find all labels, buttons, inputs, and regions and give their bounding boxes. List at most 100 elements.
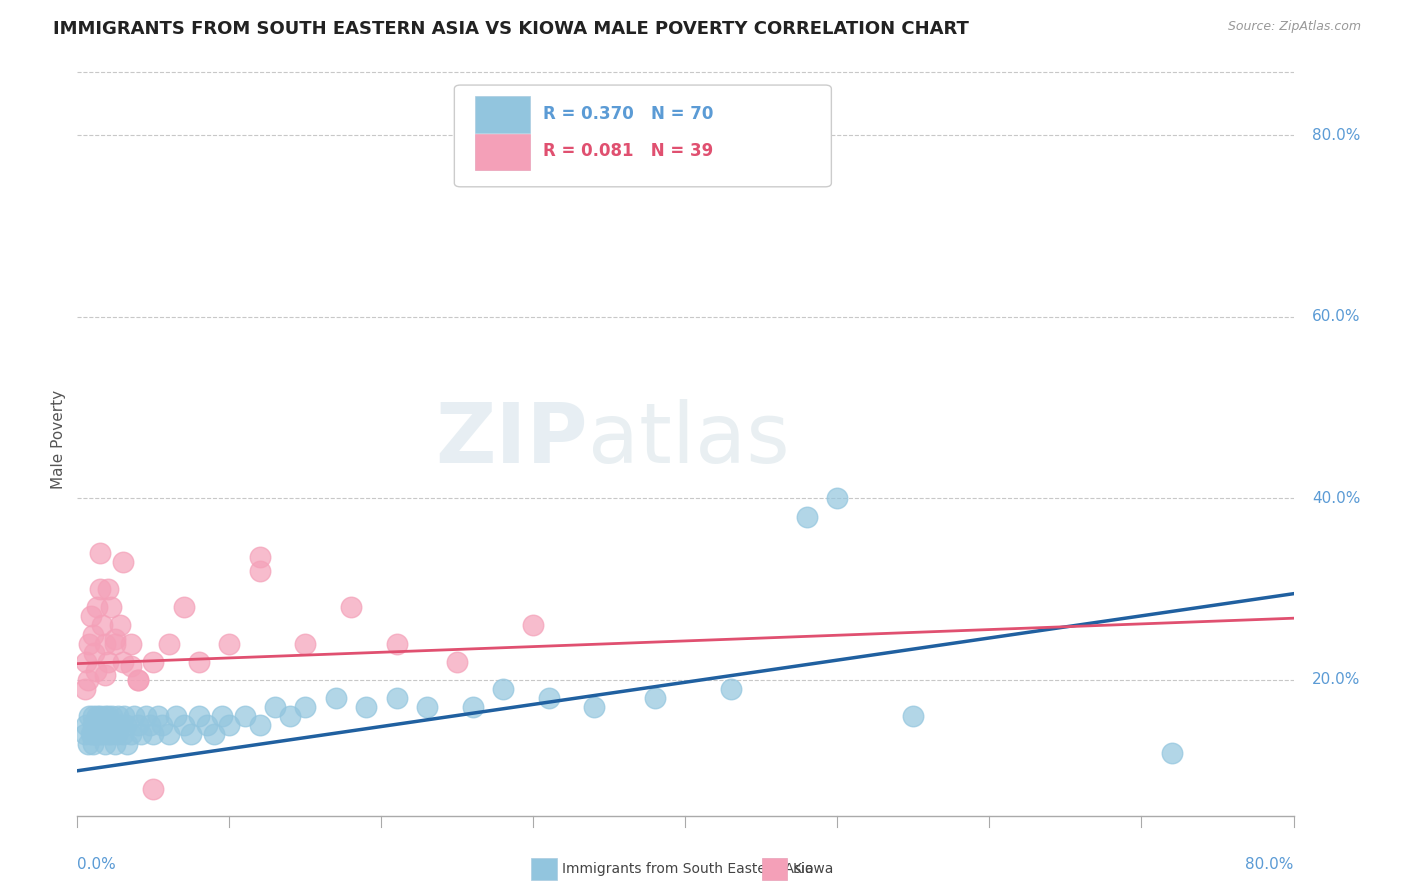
Point — [82, 737, 104, 751]
Text: atlas: atlas — [588, 399, 790, 480]
Point — [93, 737, 115, 751]
Point — [89, 709, 111, 723]
Text: R = 0.081   N = 39: R = 0.081 N = 39 — [543, 143, 713, 161]
Point — [142, 655, 165, 669]
Point — [127, 718, 149, 732]
Point — [211, 709, 233, 723]
FancyBboxPatch shape — [475, 134, 530, 170]
Point — [294, 637, 316, 651]
FancyBboxPatch shape — [475, 96, 530, 133]
Point — [294, 700, 316, 714]
Point — [152, 718, 174, 732]
Point — [104, 737, 127, 751]
Point — [114, 709, 136, 723]
Point — [73, 727, 96, 741]
Point — [139, 718, 162, 732]
Point — [82, 727, 104, 741]
Point — [86, 600, 108, 615]
Text: ZIP: ZIP — [436, 399, 588, 480]
Point — [86, 709, 108, 723]
Point — [97, 655, 120, 669]
Point — [644, 691, 666, 706]
Point — [77, 673, 100, 687]
Text: 0.0%: 0.0% — [77, 857, 117, 872]
Point — [122, 709, 145, 723]
Point — [79, 709, 101, 723]
Point — [537, 691, 560, 706]
Point — [107, 709, 129, 723]
Point — [111, 655, 134, 669]
Point — [97, 709, 120, 723]
Text: R = 0.370   N = 70: R = 0.370 N = 70 — [543, 104, 713, 123]
Point — [77, 737, 100, 751]
Point — [115, 718, 138, 732]
Point — [100, 600, 122, 615]
Point — [98, 718, 121, 732]
Point — [492, 681, 515, 696]
Text: 40.0%: 40.0% — [1312, 491, 1360, 506]
Point — [73, 681, 96, 696]
Point — [354, 700, 377, 714]
Point — [75, 718, 97, 732]
Point — [90, 718, 112, 732]
Point — [89, 582, 111, 596]
Point — [104, 632, 127, 646]
Point — [233, 709, 256, 723]
Point — [195, 718, 218, 732]
Point — [97, 582, 120, 596]
Point — [101, 709, 124, 723]
Point — [446, 655, 468, 669]
Point — [100, 727, 122, 741]
Point — [416, 700, 439, 714]
Point — [120, 637, 142, 651]
Point — [127, 673, 149, 687]
Point — [83, 646, 105, 660]
Point — [720, 681, 742, 696]
Point — [80, 609, 103, 624]
Point — [1161, 746, 1184, 760]
Text: IMMIGRANTS FROM SOUTH EASTERN ASIA VS KIOWA MALE POVERTY CORRELATION CHART: IMMIGRANTS FROM SOUTH EASTERN ASIA VS KI… — [53, 20, 969, 37]
Point — [142, 781, 165, 796]
Text: 80.0%: 80.0% — [1312, 128, 1360, 143]
Point — [583, 700, 606, 714]
Point — [105, 727, 128, 741]
Point — [522, 618, 544, 632]
Text: 80.0%: 80.0% — [1246, 857, 1294, 872]
Point — [278, 709, 301, 723]
Point — [93, 668, 115, 682]
Point — [108, 618, 131, 632]
Text: Kiowa: Kiowa — [793, 862, 834, 876]
Point — [165, 709, 187, 723]
Text: Source: ZipAtlas.com: Source: ZipAtlas.com — [1227, 20, 1361, 33]
Point — [104, 637, 127, 651]
Point — [249, 718, 271, 732]
Point — [249, 550, 271, 565]
Text: Immigrants from South Eastern Asia: Immigrants from South Eastern Asia — [562, 862, 814, 876]
Point — [461, 700, 484, 714]
Point — [188, 709, 211, 723]
FancyBboxPatch shape — [454, 85, 831, 186]
Point — [103, 718, 125, 732]
Point — [90, 618, 112, 632]
Text: 60.0%: 60.0% — [1312, 310, 1360, 324]
Text: 20.0%: 20.0% — [1312, 673, 1360, 688]
Point — [157, 637, 180, 651]
Point — [218, 637, 240, 651]
Point — [120, 727, 142, 741]
Point — [111, 727, 134, 741]
Point — [111, 555, 134, 569]
Point — [903, 709, 925, 723]
Point — [82, 718, 104, 732]
Point — [89, 727, 111, 741]
Point — [135, 709, 157, 723]
Point — [97, 727, 120, 741]
Y-axis label: Male Poverty: Male Poverty — [51, 390, 66, 489]
Point — [87, 718, 110, 732]
Point — [108, 718, 131, 732]
Point — [173, 718, 195, 732]
Point — [93, 637, 115, 651]
Point — [84, 664, 107, 678]
Point — [84, 727, 107, 741]
Point — [96, 718, 118, 732]
Point — [218, 718, 240, 732]
